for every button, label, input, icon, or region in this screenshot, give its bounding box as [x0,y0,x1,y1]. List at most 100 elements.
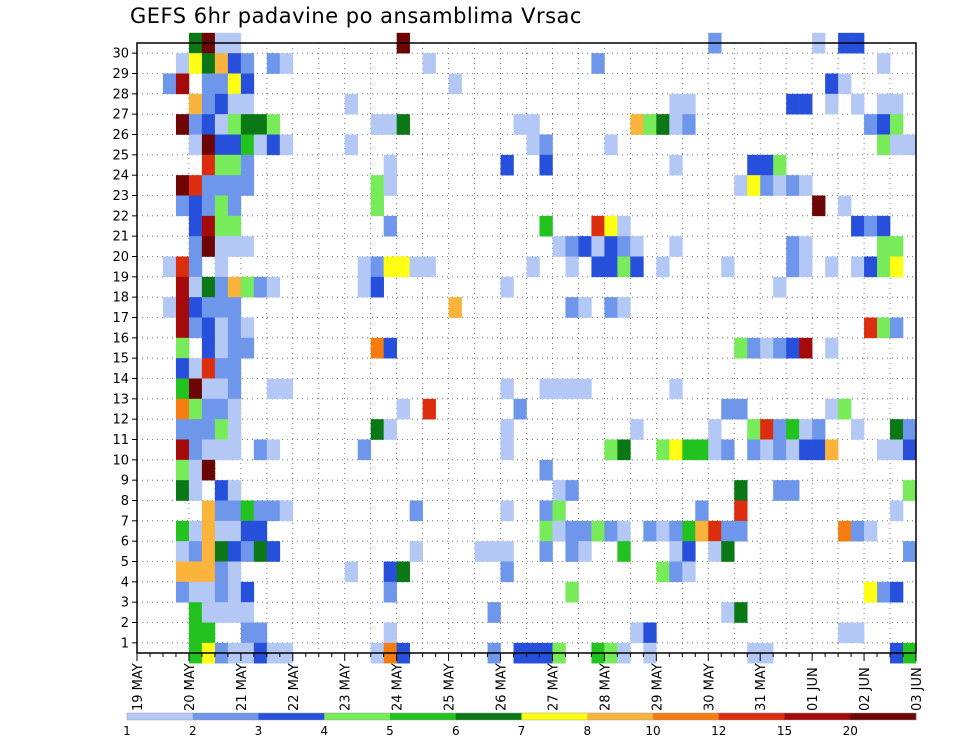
heatmap-cell [370,175,384,196]
heatmap-cell [630,114,644,135]
heatmap-cell [214,561,229,583]
heatmap-cell [487,541,501,562]
heatmap-cell [214,317,229,339]
heatmap-cell [721,439,735,461]
heatmap-cell [669,154,683,176]
heatmap-cell [422,256,436,278]
heatmap-cell [240,317,255,339]
heatmap-cell [227,73,242,95]
heatmap-cell [370,337,384,359]
heatmap-cell [877,581,891,603]
heatmap-cell [578,236,592,257]
heatmap-cell [383,215,397,237]
heatmap-cell [760,419,774,440]
heatmap-cell [253,276,268,298]
x-tick-label: 27 MAY [547,663,562,711]
heatmap-cell [175,358,190,379]
legend-label: 7 [518,724,526,738]
heatmap-cell [227,398,242,420]
heatmap-cell [604,215,618,237]
legend-swatch [587,713,654,720]
heatmap-cell [903,134,917,156]
heatmap-cell [188,581,203,603]
heatmap-cell [240,154,255,176]
heatmap-cell [227,541,242,562]
heatmap-cell [266,276,281,298]
legend-label: 4 [320,724,328,738]
heatmap-cell [240,53,255,74]
heatmap-cell [357,256,371,278]
heatmap-cell [656,439,670,461]
heatmap-cell [500,541,514,562]
heatmap-cell [188,53,203,74]
y-tick-label: 6 [121,535,129,550]
heatmap-cell [240,73,255,95]
heatmap-cell [877,93,891,115]
heatmap-cell [201,134,216,156]
heatmap-cell [214,236,229,257]
y-tick-label: 26 [112,128,129,143]
heatmap-cell [669,114,683,135]
heatmap-cell [825,439,839,461]
y-tick-label: 8 [121,494,129,509]
x-tick-label: 02 JUN [858,667,873,711]
y-tick-label: 25 [112,148,129,163]
x-tick-label: 03 JUN [910,667,925,711]
heatmap-cell [825,93,839,115]
heatmap-cell [578,520,592,542]
heatmap-cells [162,32,917,664]
heatmap-cell [409,500,423,522]
heatmap-cell [552,480,566,501]
heatmap-cell [838,195,852,217]
heatmap-cell [253,622,268,644]
heatmap-cell [604,236,618,257]
heatmap-cell [578,378,592,400]
heatmap-cell [201,561,216,583]
heatmap-cell [721,541,735,562]
heatmap-cell [500,561,514,583]
heatmap-cell [500,500,514,522]
heatmap-cell [656,520,670,542]
heatmap-cell [526,256,540,278]
heatmap-cell [890,419,904,440]
heatmap-cell [175,520,190,542]
heatmap-cell [175,73,190,95]
heatmap-cell [578,297,592,318]
heatmap-cell [669,93,683,115]
heatmap-cell [214,337,229,359]
heatmap-cell [864,114,878,135]
y-tick-label: 2 [121,616,129,631]
legend-label: 3 [255,724,263,738]
legend-swatch [324,713,391,720]
legend-label: 8 [583,724,591,738]
heatmap-cell [786,480,800,501]
heatmap-cell [669,561,683,583]
heatmap-cell [227,114,242,135]
heatmap-cell [201,195,216,217]
heatmap-cell [617,215,631,237]
heatmap-cell [175,419,190,440]
heatmap-cell [500,439,514,461]
heatmap-cell [396,256,410,278]
heatmap-cell [903,480,917,501]
heatmap-cell [565,480,579,501]
heatmap-cell [851,256,865,278]
x-tick-label: 21 MAY [235,663,250,711]
heatmap-cell [747,175,761,196]
heatmap-cell [552,236,566,257]
y-tick-label: 29 [112,67,129,82]
heatmap-cell [253,439,268,461]
heatmap-cell [214,154,229,176]
heatmap-cell [565,541,579,562]
heatmap-cell [214,93,229,115]
heatmap-cell [227,134,242,156]
legend-swatch [455,713,522,720]
heatmap-cell [188,317,203,339]
heatmap-cell [227,276,242,298]
x-tick-label: 20 MAY [183,663,198,711]
heatmap-cell [812,439,826,461]
x-axis-ticks: 19 MAY 20 MAY 21 MAY 22 MAY 23 MAY 24 MAY 25 M… [131,653,925,711]
heatmap-cell [240,236,255,257]
heatmap-cell [253,500,268,522]
heatmap-cell [214,175,229,196]
